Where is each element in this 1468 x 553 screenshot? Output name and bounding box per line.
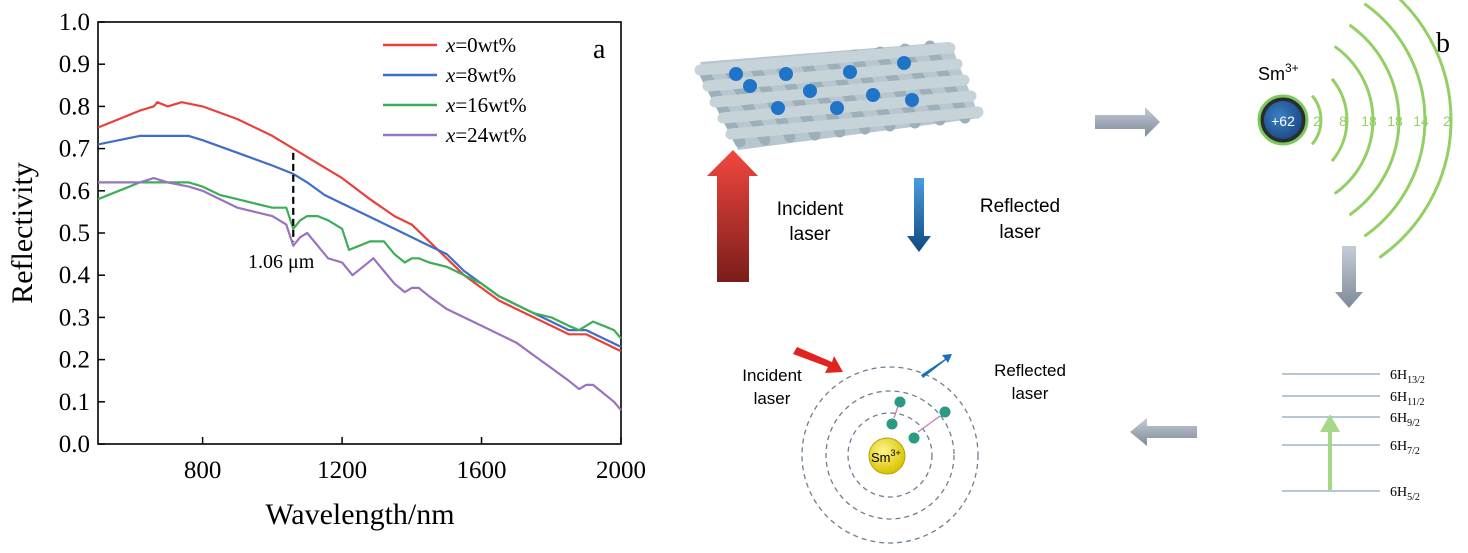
- shell-count: 18: [1387, 113, 1403, 129]
- woven-fabric-image: [694, 40, 984, 150]
- flow-arrow-left: [1130, 418, 1197, 446]
- bottom-incident-label-line1: Incident: [742, 366, 802, 385]
- energy-level-label: 6H13/2: [1390, 368, 1425, 386]
- bottom-reflected-arrow: [921, 354, 952, 378]
- nucleus: [1264, 101, 1302, 139]
- x-tick-label: 1200: [317, 457, 367, 484]
- y-tick-label: 0.6: [59, 178, 90, 205]
- series-lines: [97, 101, 622, 411]
- x-axis-label: Wavelength/nm: [265, 498, 454, 531]
- energy-level-label: 6H5/2: [1390, 485, 1420, 503]
- sm-core: [868, 437, 906, 475]
- reflected-laser-arrow: [907, 178, 931, 252]
- legend-entry: x=8wt%: [445, 63, 516, 87]
- y-tick-label: 0.5: [59, 220, 90, 247]
- x-tick-label: 1600: [457, 457, 507, 484]
- shell-arc: [1330, 77, 1349, 163]
- bottom-incident-label-line2: laser: [754, 389, 791, 408]
- flow-arrow-down: [1335, 246, 1363, 308]
- shell-count: 18: [1361, 113, 1377, 129]
- bottom-reflected-label-line2: laser: [1012, 384, 1049, 403]
- annotation-label: 1.06 μm: [248, 251, 315, 273]
- y-tick-label: 1.0: [59, 9, 90, 36]
- series-line-0: [97, 101, 622, 353]
- y-axis-ticks: 0.0 0.1 0.2 0.3 0.4 0.5 0.6 0.7 0.8 0.9 1.0: [59, 9, 105, 458]
- shell-electron-counts: 2 8 18 18 14 2: [1313, 113, 1451, 129]
- x-tick-label: 2000: [596, 457, 646, 484]
- shell-count: 2: [1443, 113, 1451, 129]
- bottom-incident-arrow: [793, 347, 843, 373]
- legend-entry: x=0wt%: [445, 33, 516, 57]
- shell-count: 2: [1313, 113, 1321, 129]
- y-tick-label: 0.0: [59, 431, 90, 458]
- x-tick-label: 800: [184, 457, 222, 484]
- electron-dots: [886, 396, 951, 444]
- y-tick-label: 0.7: [59, 136, 90, 163]
- incident-laser-label-line1: Incident: [777, 199, 844, 220]
- legend: x=0wt% x=8wt% x=16wt% x=24wt%: [383, 33, 527, 147]
- sm-atom-shell-diagram: Sm3+ +62 2 8 18 18 14 2: [1257, 0, 1453, 259]
- shell-arc: [1333, 45, 1375, 195]
- series-line-1: [97, 134, 622, 348]
- shell-count: 8: [1339, 113, 1347, 129]
- sm-core-label: Sm3+: [871, 448, 901, 465]
- shell-arc: [1310, 94, 1323, 146]
- bottom-reflected-label-line1: Reflected: [994, 361, 1066, 380]
- x-axis-ticks: 800 1200 1600 2000: [184, 437, 646, 484]
- panel-label-a: a: [593, 34, 606, 65]
- y-tick-label: 0.2: [59, 347, 90, 374]
- legend-entry: x=24wt%: [445, 123, 527, 147]
- shell-arc: [1348, 23, 1401, 217]
- shell-arc: [1363, 2, 1427, 238]
- incident-laser-label-line2: laser: [789, 224, 831, 245]
- shell-arc: [1378, 0, 1453, 259]
- y-tick-label: 0.4: [59, 262, 91, 289]
- excitation-arrow-head: [1320, 414, 1340, 432]
- y-axis-label: Reflectivity: [6, 162, 39, 304]
- energy-level-label: 6H7/2: [1390, 439, 1420, 457]
- series-line-3: [98, 177, 622, 411]
- reflectivity-chart: 0.0 0.1 0.2 0.3 0.4 0.5 0.6 0.7 0.8 0.9 1.0 800 120…: [6, 9, 646, 531]
- plot-area: [97, 21, 622, 445]
- y-tick-label: 0.8: [59, 93, 90, 120]
- y-tick-label: 0.1: [59, 389, 90, 416]
- energy-level-label: 6H11/2: [1390, 390, 1425, 408]
- sm-orbit-diagram: Sm3+ Incident laser Reflected laser: [742, 347, 1066, 544]
- transition-arrows: [893, 405, 941, 433]
- energy-level-diagram: 6H13/2 6H11/2 6H9/2 6H7/2 6H5/2: [1282, 368, 1425, 503]
- orbit-outer: [801, 366, 979, 544]
- incident-laser-arrow: [707, 150, 758, 282]
- orbit-inner: [847, 412, 933, 498]
- sm-dopant-dots: [729, 56, 919, 115]
- legend-entry: x=16wt%: [445, 93, 527, 117]
- reflected-laser-label-line2: laser: [999, 222, 1041, 243]
- series-line-2: [97, 181, 622, 340]
- reflected-laser-label-line1: Reflected: [980, 196, 1060, 217]
- y-tick-label: 0.9: [59, 51, 90, 78]
- mechanism-diagram: Incident laser Reflected laser b Sm3+ +6…: [694, 0, 1453, 544]
- shell-count: 14: [1413, 113, 1429, 129]
- panel-label-b: b: [1436, 28, 1450, 59]
- sm-ion-label: Sm3+: [1258, 61, 1299, 84]
- nucleus-charge: +62: [1271, 113, 1295, 129]
- annotation-group: 1.06 μm: [248, 152, 315, 273]
- orbit-middle: [825, 390, 955, 520]
- electron-shell-arcs: [1310, 0, 1453, 259]
- flow-arrow-right: [1095, 107, 1160, 137]
- y-tick-label: 0.3: [59, 304, 90, 331]
- energy-level-label: 6H9/2: [1390, 411, 1420, 429]
- plot-frame: [97, 21, 622, 445]
